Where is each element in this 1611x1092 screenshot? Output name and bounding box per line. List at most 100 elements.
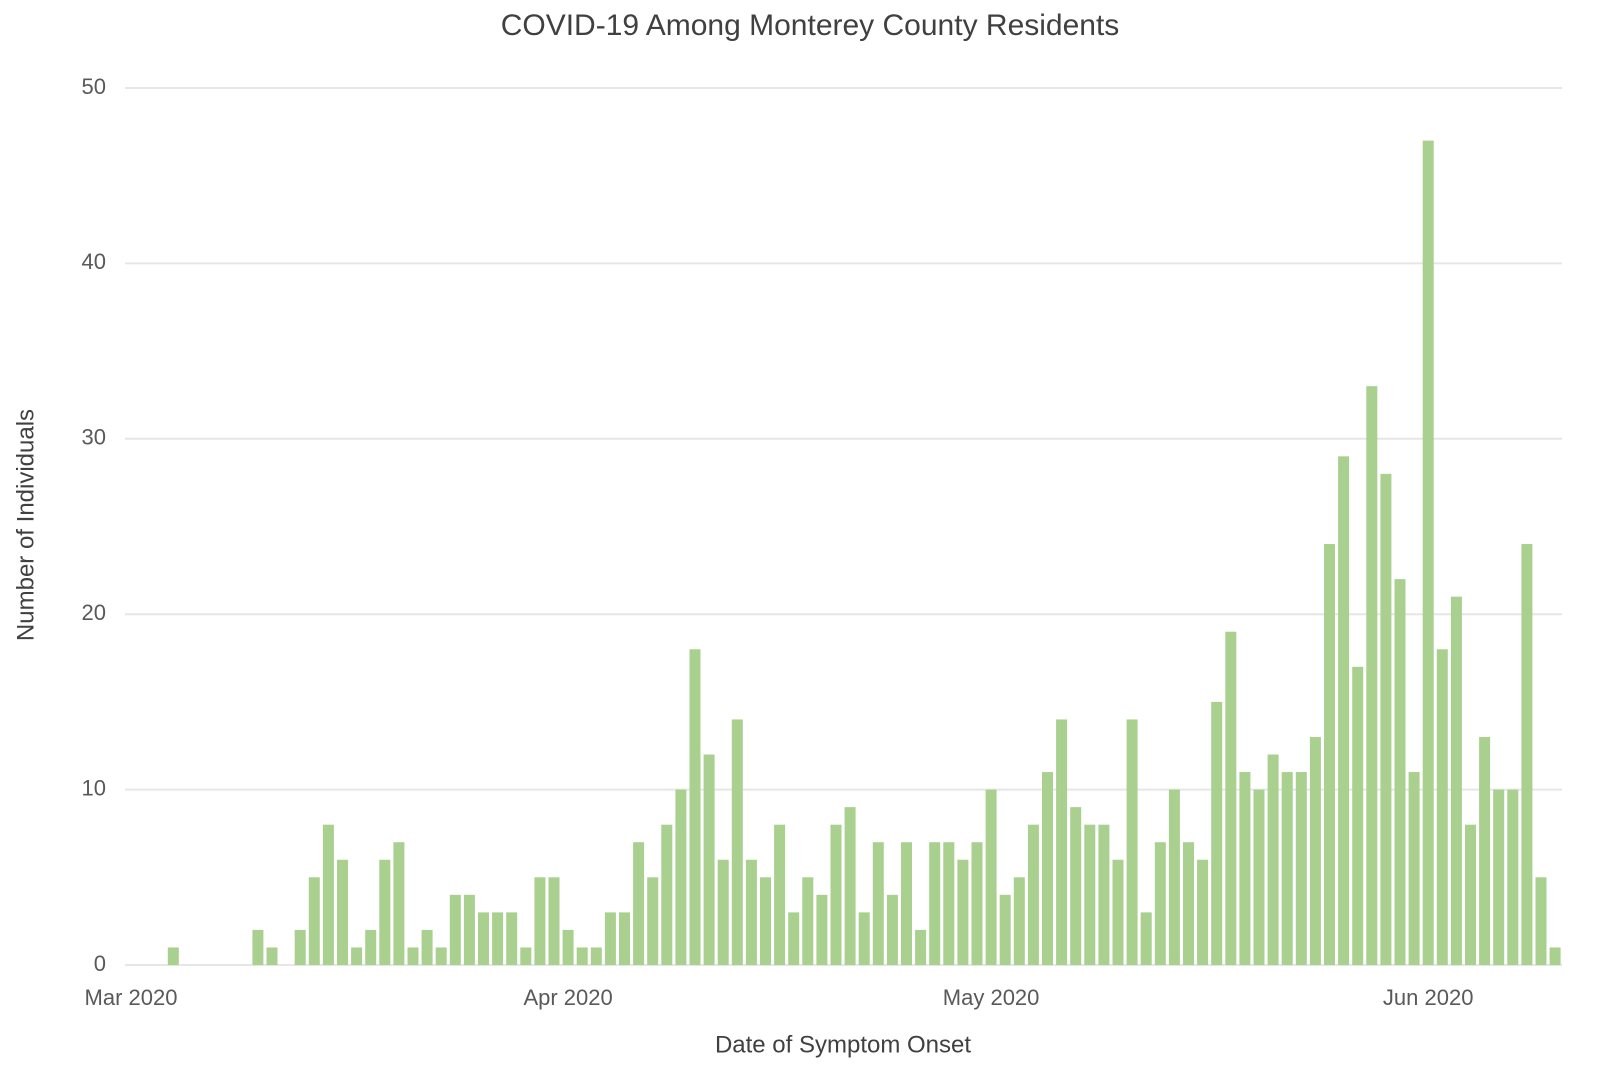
bar — [985, 789, 997, 965]
bar — [1084, 824, 1096, 965]
bar — [1549, 947, 1561, 965]
bar — [1225, 631, 1237, 965]
bar — [1324, 544, 1335, 965]
bar — [421, 929, 433, 965]
bar — [844, 807, 856, 965]
bar — [1366, 386, 1378, 965]
y-tick-label: 0 — [94, 951, 106, 976]
bar — [365, 929, 377, 965]
bar — [1295, 772, 1307, 965]
bar — [435, 947, 447, 965]
bar — [1380, 473, 1392, 965]
bar — [1507, 789, 1519, 965]
x-tick-label: Mar 2020 — [85, 985, 178, 1010]
bar — [520, 947, 532, 965]
y-axis-label: Number of Individuals — [12, 409, 39, 641]
y-tick-label: 50 — [82, 74, 106, 99]
y-tick-label: 40 — [82, 249, 106, 274]
bar — [971, 842, 983, 965]
bar — [745, 859, 757, 965]
bar — [1521, 544, 1533, 965]
bar — [604, 912, 616, 965]
bar — [1042, 772, 1053, 965]
bar — [308, 877, 320, 965]
bar — [548, 877, 560, 965]
x-tick-label: Jun 2020 — [1383, 985, 1474, 1010]
bar — [1168, 789, 1180, 965]
bar — [478, 912, 489, 965]
bar — [590, 947, 602, 965]
bar — [266, 947, 278, 965]
bar — [1394, 579, 1406, 965]
bar — [1309, 736, 1321, 965]
bar — [393, 842, 405, 965]
bar — [1479, 736, 1491, 965]
bar — [957, 859, 969, 965]
bar — [675, 789, 687, 965]
bar — [449, 894, 461, 965]
bar — [1408, 772, 1420, 965]
y-tick-label: 10 — [82, 775, 106, 800]
bar — [1450, 596, 1462, 965]
bar — [1493, 789, 1505, 965]
y-tick-label: 20 — [82, 600, 106, 625]
bar — [647, 877, 659, 965]
bar — [576, 947, 588, 965]
bar — [407, 947, 419, 965]
bar — [1267, 754, 1279, 965]
x-tick-label: Apr 2020 — [523, 985, 612, 1010]
bar — [506, 912, 518, 965]
bar — [929, 842, 941, 965]
bar — [760, 877, 771, 965]
bar — [830, 824, 842, 965]
bar — [1027, 824, 1039, 965]
bar — [1436, 649, 1448, 965]
bar — [1352, 666, 1364, 965]
bar — [661, 824, 673, 965]
bar — [167, 947, 179, 965]
bar — [294, 929, 306, 965]
bar — [816, 894, 828, 965]
bar — [322, 824, 334, 965]
bar — [1465, 824, 1476, 965]
bar — [633, 842, 645, 965]
bar — [619, 912, 630, 965]
bar — [788, 912, 800, 965]
bar — [1154, 842, 1166, 965]
bar — [1112, 859, 1124, 965]
bar — [252, 929, 264, 965]
bar — [1239, 772, 1251, 965]
bar — [1140, 912, 1152, 965]
bar — [901, 842, 912, 965]
bar — [943, 842, 955, 965]
bar — [1056, 719, 1068, 965]
bar — [1338, 456, 1350, 965]
bar — [802, 877, 814, 965]
bar — [1126, 719, 1138, 965]
bar — [1098, 824, 1110, 965]
bar — [1535, 877, 1547, 965]
bar — [717, 859, 729, 965]
bar — [1070, 807, 1082, 965]
bar — [562, 929, 574, 965]
x-axis-label: Date of Symptom Onset — [715, 1031, 971, 1058]
bar — [1013, 877, 1025, 965]
bar — [858, 912, 870, 965]
bar — [1253, 789, 1265, 965]
chart-title: COVID-19 Among Monterey County Residents — [501, 9, 1120, 42]
bar — [689, 649, 701, 965]
bar — [703, 754, 715, 965]
bar — [774, 824, 786, 965]
bar — [1211, 701, 1223, 965]
y-tick-label: 30 — [82, 425, 106, 450]
bar — [1281, 772, 1293, 965]
bar — [886, 894, 898, 965]
bar — [731, 719, 743, 965]
bar — [1422, 140, 1434, 965]
x-tick-label: May 2020 — [943, 985, 1040, 1010]
bar — [463, 894, 475, 965]
bar — [337, 859, 348, 965]
bar — [1197, 859, 1209, 965]
bar — [492, 912, 504, 965]
